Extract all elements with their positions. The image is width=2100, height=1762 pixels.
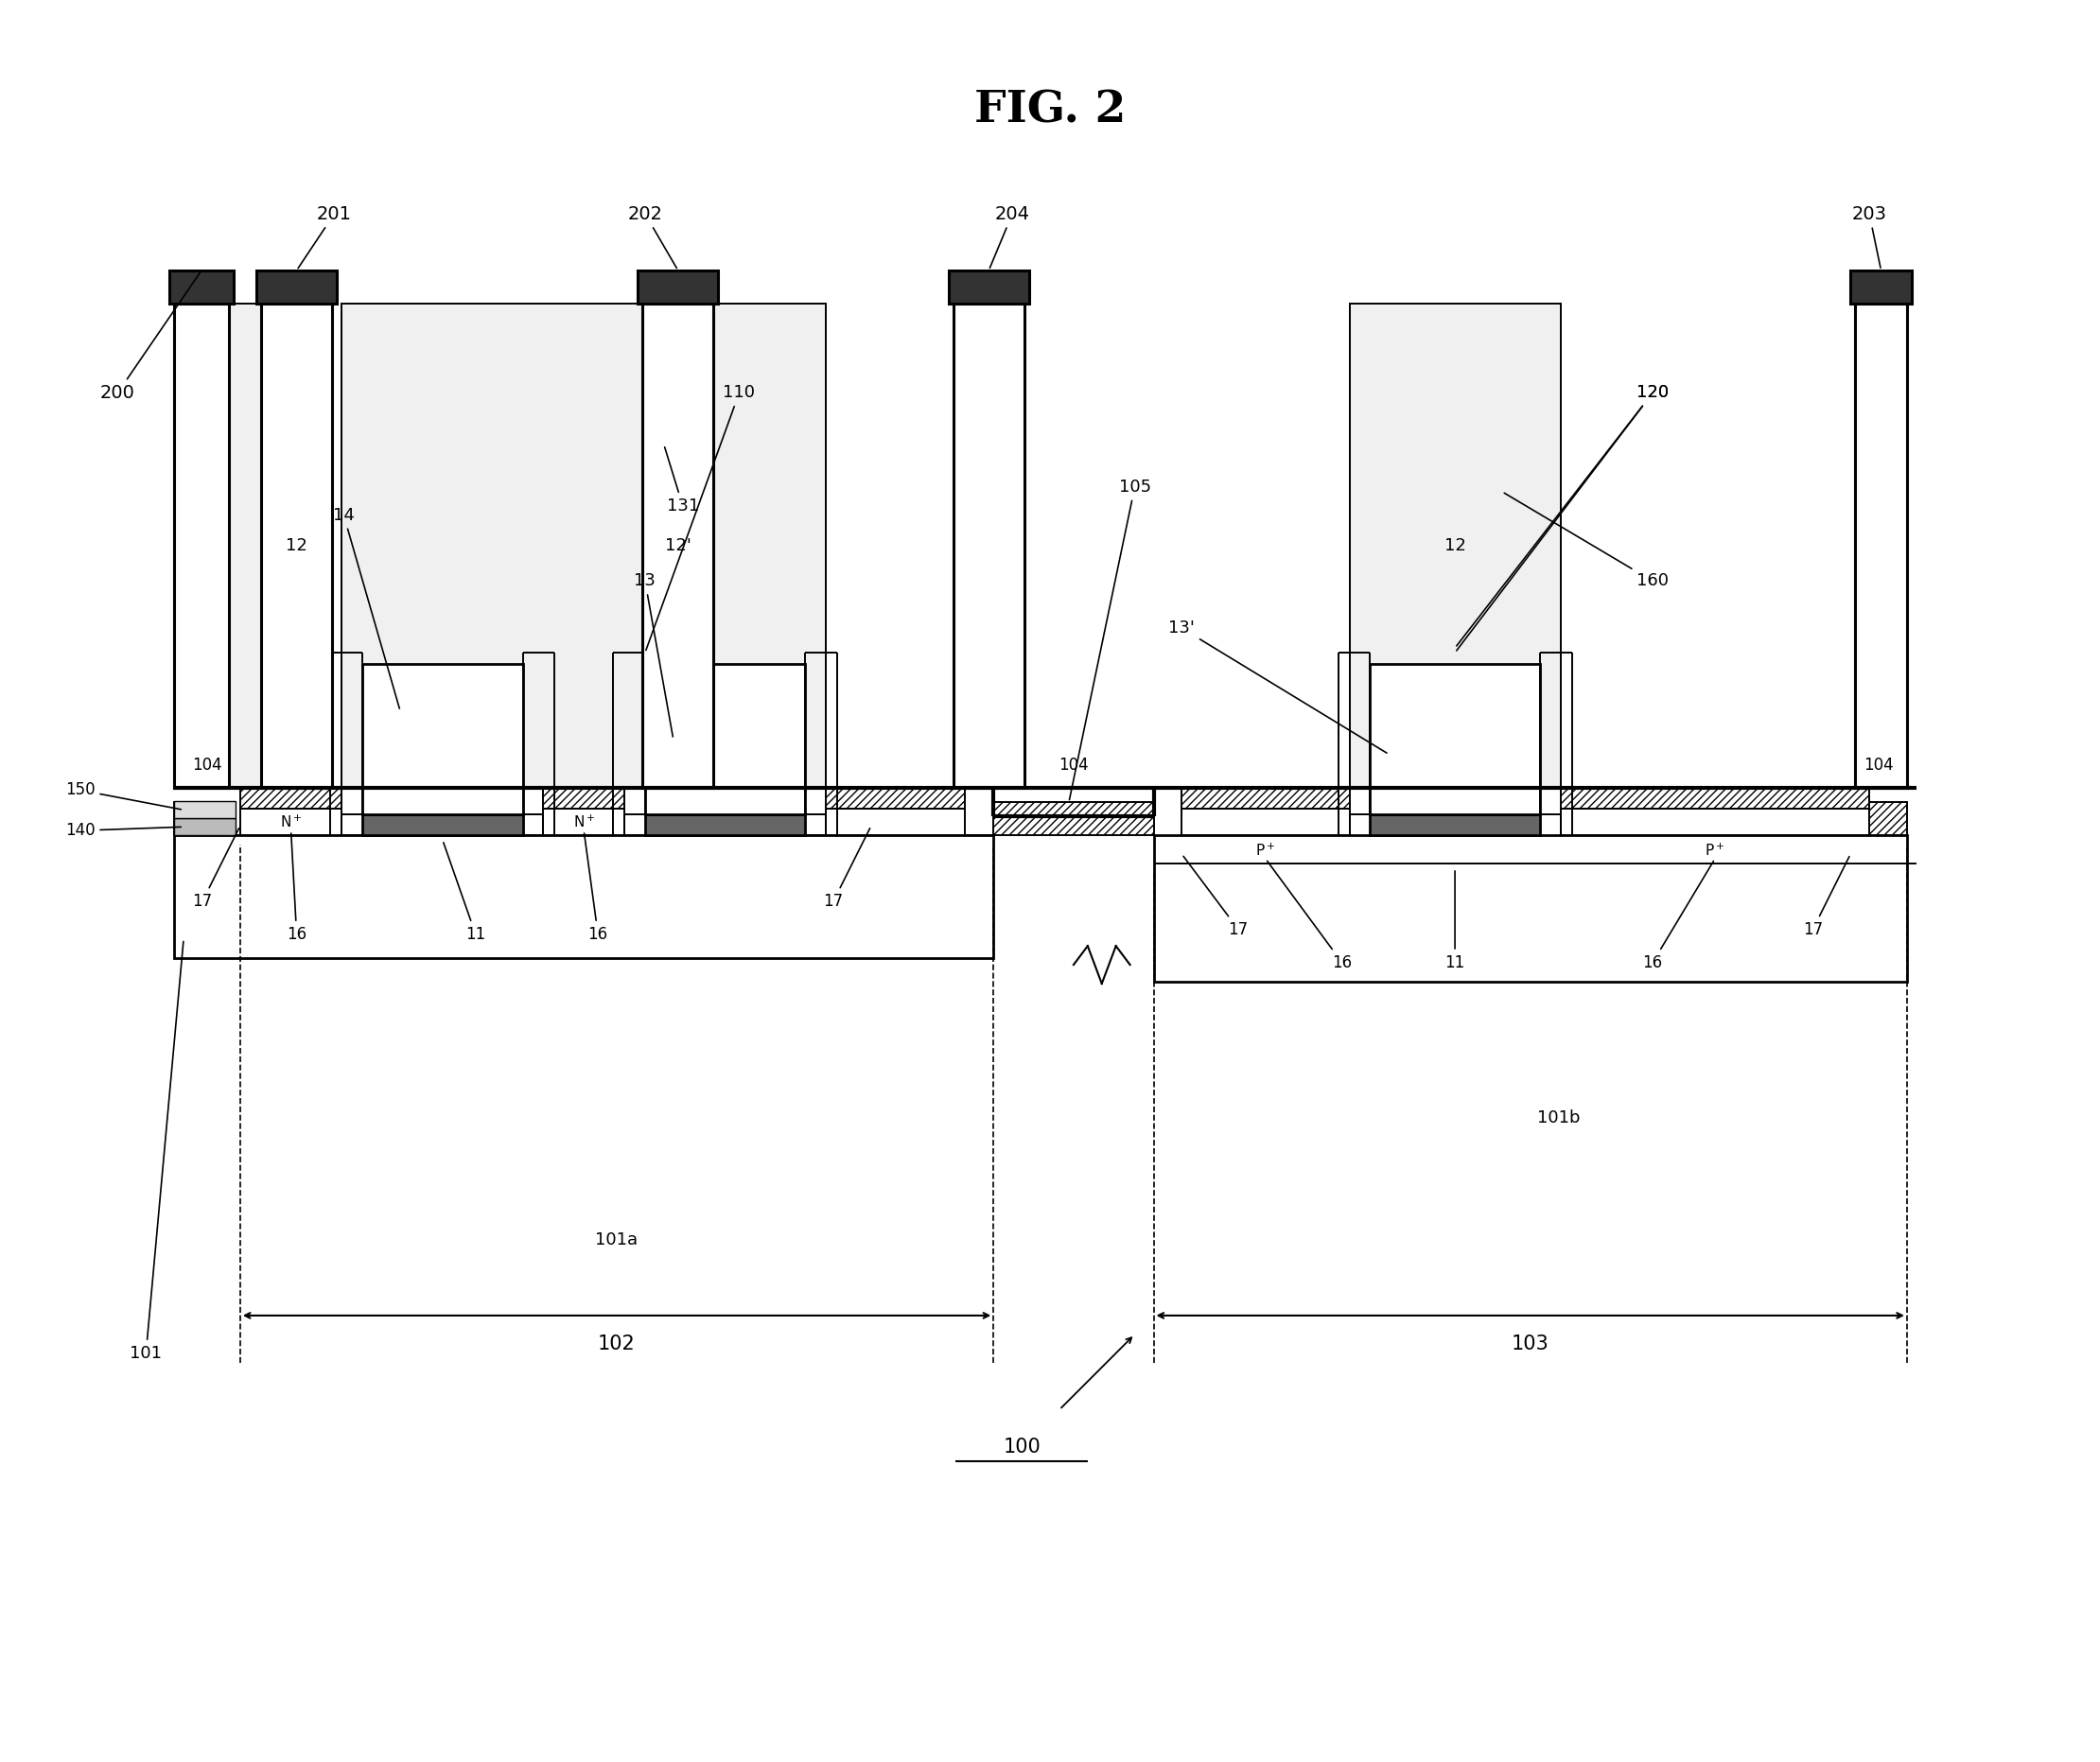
Text: 204: 204	[989, 204, 1029, 268]
Text: 17: 17	[1802, 856, 1850, 937]
Bar	[645, 664, 804, 814]
Text: 140: 140	[65, 823, 181, 839]
Bar	[239, 809, 342, 835]
Text: 101: 101	[130, 941, 183, 1362]
Bar	[1850, 270, 1911, 303]
Bar	[1846, 802, 1907, 835]
Text: 13: 13	[634, 573, 672, 737]
Bar	[1369, 664, 1539, 814]
Bar	[1182, 809, 1350, 835]
Bar	[953, 303, 1025, 788]
Bar	[174, 802, 235, 818]
Text: 17: 17	[823, 828, 869, 909]
Bar	[363, 814, 523, 835]
Text: 110: 110	[647, 384, 756, 650]
Bar	[643, 303, 714, 788]
Text: 16: 16	[1642, 862, 1714, 971]
Text: 12: 12	[286, 537, 307, 555]
Text: 120: 120	[1457, 384, 1670, 647]
Text: 14: 14	[334, 507, 399, 708]
Text: N$^+$: N$^+$	[279, 814, 302, 830]
Text: 13': 13'	[1170, 620, 1386, 752]
Text: P$^+$: P$^+$	[1705, 842, 1724, 858]
Text: 16: 16	[286, 833, 307, 943]
Bar	[825, 809, 966, 835]
Text: 104: 104	[193, 756, 223, 774]
Bar	[638, 270, 718, 303]
Bar	[174, 303, 229, 788]
Bar	[544, 788, 624, 809]
Bar	[645, 814, 804, 835]
Text: 150: 150	[65, 782, 181, 809]
Bar	[1153, 835, 1907, 981]
Text: 203: 203	[1852, 204, 1886, 268]
Text: 11: 11	[1445, 870, 1466, 971]
Bar	[363, 664, 523, 814]
Text: 120: 120	[1457, 384, 1670, 650]
Bar	[1854, 303, 1907, 788]
Text: 160: 160	[1504, 493, 1670, 590]
Bar	[174, 835, 993, 959]
Bar	[544, 809, 624, 835]
Text: 101a: 101a	[596, 1232, 638, 1249]
Text: 101b: 101b	[1537, 1110, 1579, 1126]
Text: 200: 200	[101, 273, 200, 402]
Text: 17: 17	[193, 828, 239, 909]
Text: 12': 12'	[666, 537, 691, 555]
Text: P$^+$: P$^+$	[1256, 842, 1275, 858]
Text: 131: 131	[666, 448, 699, 515]
Bar	[1560, 788, 1869, 809]
Bar	[174, 802, 235, 835]
Text: 105: 105	[1069, 479, 1151, 800]
Bar	[342, 303, 825, 788]
Text: 202: 202	[628, 204, 676, 268]
Text: 100: 100	[1004, 1438, 1039, 1457]
Bar	[993, 802, 1153, 835]
Text: 11: 11	[443, 842, 485, 943]
Text: N$^+$: N$^+$	[573, 814, 594, 830]
Bar	[1560, 809, 1869, 835]
Bar	[256, 270, 336, 303]
Text: 104: 104	[1058, 756, 1088, 774]
Text: 16: 16	[1266, 862, 1352, 971]
Bar	[1350, 303, 1560, 788]
Text: 104: 104	[1865, 756, 1894, 774]
Text: 12: 12	[1445, 537, 1466, 555]
Bar	[260, 303, 332, 788]
Text: 201: 201	[298, 204, 353, 268]
Bar	[229, 303, 260, 788]
Bar	[170, 270, 233, 303]
Bar	[239, 788, 342, 809]
Bar	[174, 818, 235, 835]
Bar	[1182, 788, 1350, 809]
Text: 103: 103	[1512, 1334, 1550, 1353]
Bar	[949, 270, 1029, 303]
Text: 102: 102	[598, 1334, 636, 1353]
Bar	[1369, 814, 1539, 835]
Text: 17: 17	[1184, 856, 1247, 937]
Text: FIG. 2: FIG. 2	[974, 88, 1126, 132]
Bar	[825, 788, 966, 809]
Text: 16: 16	[584, 833, 609, 943]
